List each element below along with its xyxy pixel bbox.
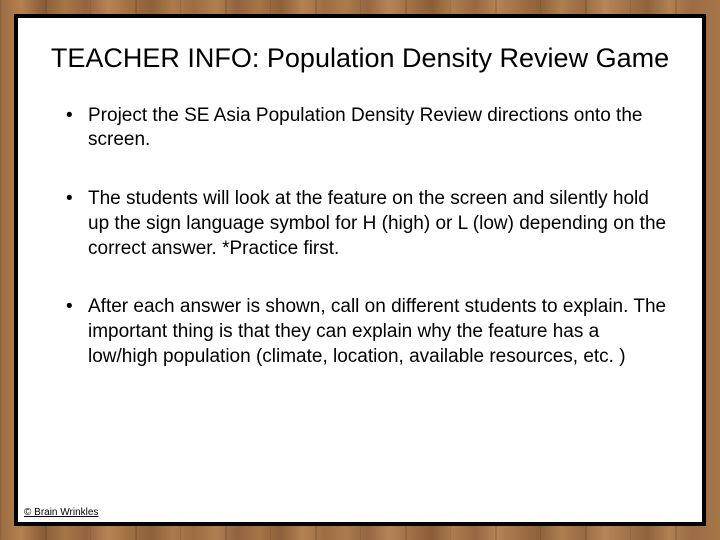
bullet-item: The students will look at the feature on…	[66, 187, 672, 261]
bullet-item: After each answer is shown, call on diff…	[66, 295, 672, 369]
copyright-text: © Brain Wrinkles	[24, 507, 98, 518]
bullet-list: Project the SE Asia Population Density R…	[48, 104, 672, 370]
bullet-item: Project the SE Asia Population Density R…	[66, 104, 672, 153]
wood-background: TEACHER INFO: Population Density Review …	[0, 0, 720, 540]
slide-title: TEACHER INFO: Population Density Review …	[48, 42, 672, 76]
slide-frame: TEACHER INFO: Population Density Review …	[14, 14, 706, 526]
